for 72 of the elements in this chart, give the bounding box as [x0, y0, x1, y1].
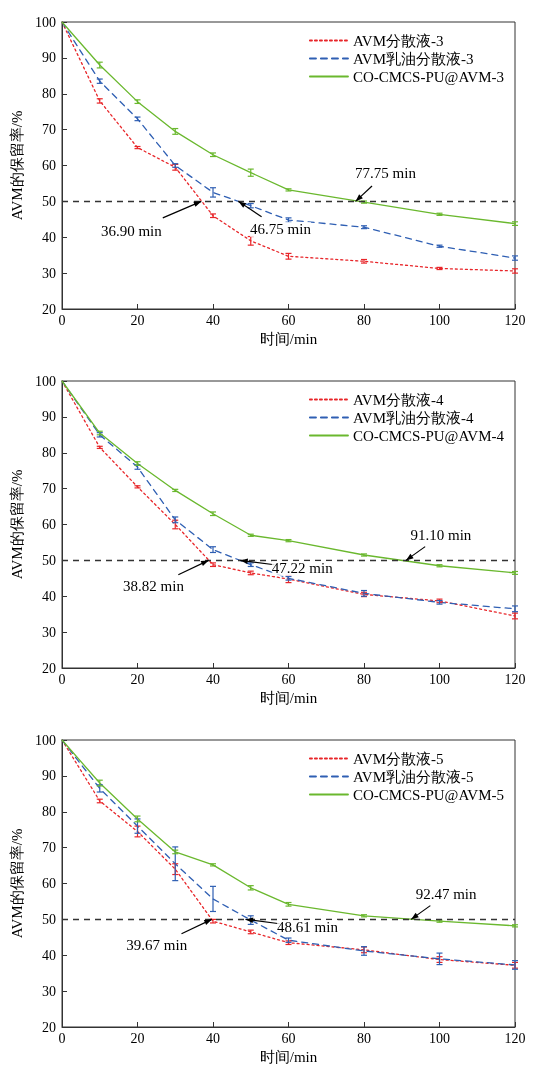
annotation: 39.67 min: [126, 937, 188, 954]
x-tick-label: 120: [504, 312, 526, 328]
x-tick-label: 20: [130, 1030, 145, 1046]
annotation: 91.10 min: [410, 527, 472, 544]
x-tick-label: 100: [429, 312, 450, 328]
y-tick-label: 30: [42, 624, 56, 640]
y-tick-label: 20: [42, 301, 56, 317]
annotation: 36.90 min: [100, 223, 163, 240]
y-tick-label: 100: [35, 373, 56, 389]
x-tick-label: 80: [357, 671, 371, 687]
y-tick-label: 50: [42, 552, 56, 568]
annotation: 46.75 min: [250, 221, 312, 238]
x-tick-label: 40: [206, 1030, 220, 1046]
annotation: 92.47 min: [415, 886, 477, 903]
y-tick-label: 60: [42, 876, 56, 891]
legend-label: AVM乳油分散液-3: [352, 50, 474, 67]
x-tick-label: 0: [58, 1030, 66, 1046]
y-tick-label: 100: [35, 14, 56, 30]
y-tick-label: 90: [42, 50, 56, 66]
y-tick-label: 80: [42, 804, 56, 820]
y-tick-label: 60: [42, 517, 56, 532]
x-tick-label: 60: [281, 312, 296, 328]
y-tick-label: 90: [42, 409, 56, 425]
y-tick-label: 40: [42, 229, 56, 245]
x-tick-label: 100: [429, 671, 450, 687]
x-tick-label: 40: [206, 671, 220, 687]
x-tick-label: 40: [206, 312, 220, 328]
y-tick-label: 80: [42, 86, 56, 102]
x-tick-label: 0: [58, 671, 66, 687]
y-tick-label: 30: [42, 265, 56, 281]
legend-label: AVM乳油分散液-5: [352, 768, 474, 785]
x-tick-label: 120: [504, 671, 526, 687]
x-tick-label: 80: [357, 1030, 371, 1046]
legend-label: CO-CMCS-PU@AVM-5: [352, 786, 505, 803]
y-tick-label: 70: [42, 122, 56, 138]
y-tick-label: 60: [42, 158, 56, 173]
y-axis-title: AVM的保留率/%: [8, 110, 25, 221]
legend-label: AVM分散液-4: [352, 391, 444, 408]
x-axis-title: 时间/min: [259, 331, 318, 348]
x-axis-title: 时间/min: [259, 690, 318, 707]
legend-label: CO-CMCS-PU@AVM-3: [352, 68, 505, 85]
y-axis-title: AVM的保留率/%: [8, 828, 25, 939]
y-tick-label: 90: [42, 768, 56, 784]
y-tick-label: 80: [42, 445, 56, 461]
x-tick-label: 20: [130, 312, 145, 328]
x-tick-label: 120: [504, 1030, 526, 1046]
annotation: 48.61 min: [277, 919, 339, 936]
y-tick-label: 100: [35, 732, 56, 748]
x-axis-title: 时间/min: [259, 1049, 318, 1066]
annotation: 47.22 min: [271, 560, 334, 577]
x-tick-label: 80: [357, 312, 371, 328]
y-tick-label: 20: [42, 660, 56, 676]
x-tick-label: 100: [429, 1030, 450, 1046]
legend-label: AVM分散液-3: [352, 32, 444, 49]
y-tick-label: 30: [42, 983, 56, 999]
y-tick-label: 50: [42, 193, 56, 209]
y-tick-label: 40: [42, 588, 56, 604]
x-tick-label: 0: [58, 312, 66, 328]
y-tick-label: 40: [42, 947, 56, 963]
x-tick-label: 60: [281, 1030, 296, 1046]
annotation: 38.82 min: [123, 578, 185, 595]
y-axis-title: AVM的保留率/%: [8, 469, 25, 580]
x-tick-label: 60: [281, 671, 296, 687]
y-tick-label: 70: [42, 481, 56, 497]
y-tick-label: 50: [42, 911, 56, 927]
annotation: 77.75 min: [355, 165, 417, 182]
legend-label: CO-CMCS-PU@AVM-4: [352, 427, 505, 444]
x-tick-label: 20: [130, 671, 145, 687]
legend-label: AVM分散液-5: [352, 750, 444, 767]
y-tick-label: 20: [42, 1019, 56, 1035]
legend-label: AVM乳油分散液-4: [352, 409, 474, 426]
y-tick-label: 70: [42, 840, 56, 856]
